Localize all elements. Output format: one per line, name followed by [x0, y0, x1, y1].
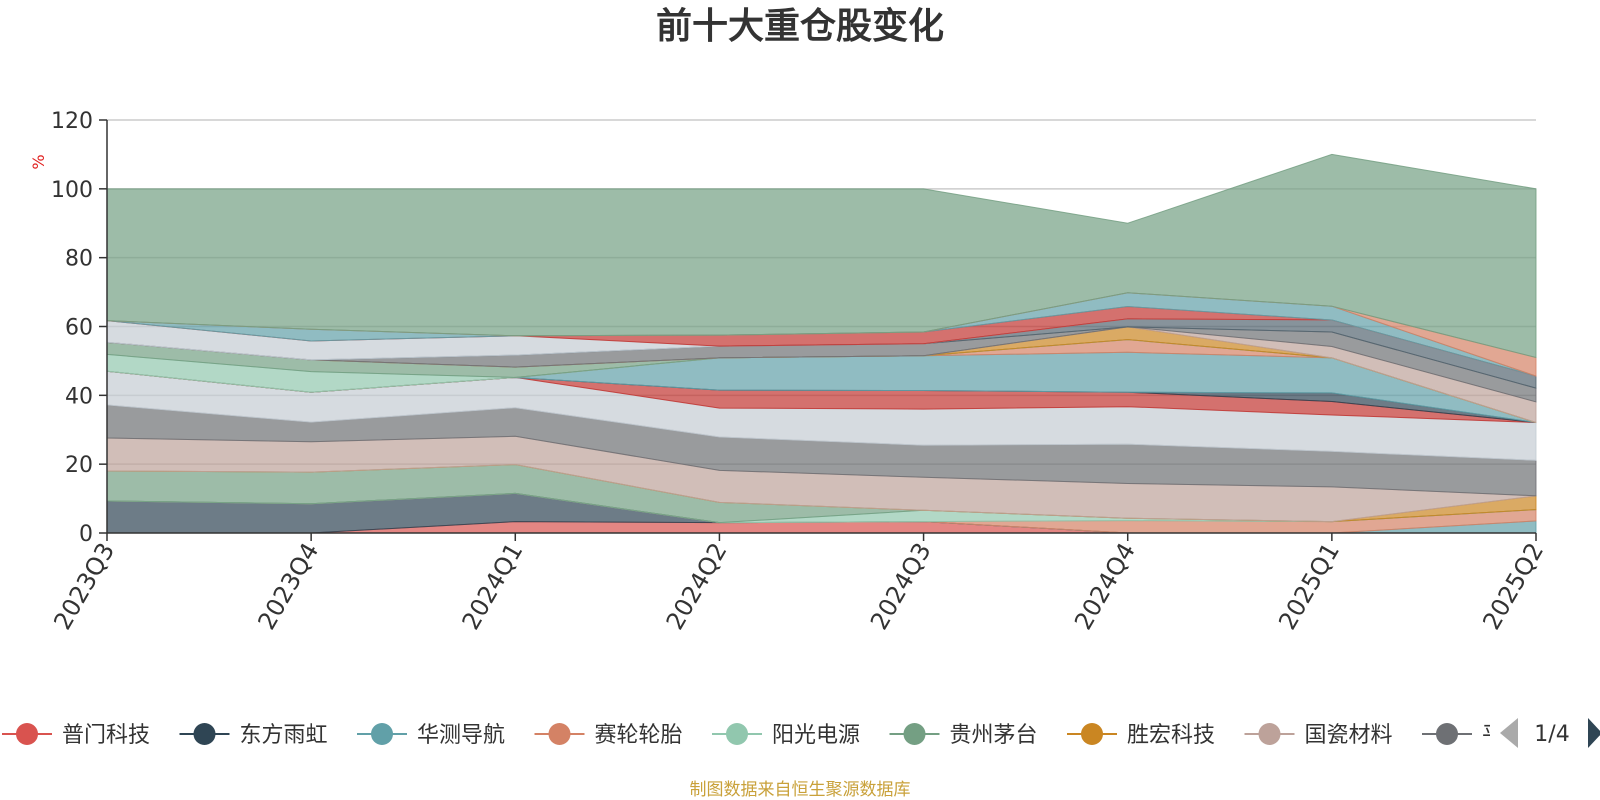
legend-item-6[interactable]: 胜宏科技: [1067, 723, 1215, 748]
legend-label: 国瓷材料: [1305, 723, 1393, 748]
y-axis-unit: %: [29, 154, 48, 169]
legend-item-1[interactable]: 东方雨虹: [179, 723, 328, 748]
legend-label: 赛轮轮胎: [595, 723, 683, 748]
legend-item-5[interactable]: 贵州茅台: [889, 723, 1038, 748]
source-note: 制图数据来自恒生聚源数据库: [690, 780, 911, 800]
legend-marker: [371, 723, 393, 745]
legend-label: 平安银行: [1482, 723, 1570, 748]
y-tick-label: 0: [79, 522, 93, 547]
y-tick-label: 20: [65, 453, 93, 478]
legend-label: 东方雨虹: [240, 723, 328, 748]
x-tick-label: 2024Q2: [661, 538, 733, 634]
area-layer: [106, 153, 1537, 534]
y-tick-label: 60: [65, 316, 93, 341]
legend-marker: [1081, 723, 1103, 745]
legend-label: 华测导航: [417, 723, 505, 748]
chart-title: 前十大重仓股变化: [656, 5, 944, 47]
legend-label: 贵州茅台: [950, 723, 1038, 748]
legend-marker: [726, 723, 748, 745]
pager-prev-icon[interactable]: [1500, 718, 1518, 748]
x-tick-label: 2024Q3: [865, 538, 937, 634]
pager-next-icon[interactable]: [1588, 718, 1600, 748]
legend-item-0[interactable]: 普门科技: [2, 723, 150, 748]
y-tick-label: 80: [65, 247, 93, 272]
x-tick-label: 2025Q2: [1477, 538, 1549, 634]
pager-text: 1/4: [1534, 722, 1569, 747]
legend-label: 普门科技: [62, 723, 150, 748]
legend-marker: [193, 723, 216, 745]
x-tick-label: 2023Q4: [252, 538, 324, 634]
x-tick-label: 2024Q4: [1069, 538, 1141, 634]
y-tick-label: 40: [65, 384, 93, 409]
legend-label: 胜宏科技: [1127, 723, 1215, 748]
legend-marker: [548, 723, 571, 745]
y-tick-label: 100: [51, 178, 93, 203]
legend-label: 阳光电源: [772, 723, 860, 748]
legend[interactable]: 普门科技 东方雨虹 华测导航 赛轮轮胎 阳光电源 贵州茅台 胜宏科技 国瓷材料 平安银行: [2, 723, 1570, 748]
legend-item-7[interactable]: 国瓷材料: [1244, 723, 1393, 748]
x-tick-label: 2024Q1: [457, 538, 529, 634]
x-tick-label: 2025Q1: [1273, 538, 1345, 634]
legend-marker: [16, 723, 38, 745]
legend-pager[interactable]: 1/4: [1500, 718, 1600, 748]
legend-marker: [1258, 723, 1281, 745]
x-tick-label: 2023Q3: [48, 538, 120, 634]
legend-marker: [1436, 723, 1458, 745]
legend-marker: [903, 723, 926, 745]
legend-item-2[interactable]: 华测导航: [357, 723, 505, 748]
y-tick-label: 120: [51, 109, 93, 134]
legend-item-4[interactable]: 阳光电源: [712, 723, 860, 748]
legend-item-8[interactable]: 平安银行: [1422, 723, 1570, 748]
legend-items[interactable]: 普门科技 东方雨虹 华测导航 赛轮轮胎 阳光电源 贵州茅台 胜宏科技 国瓷材料 平安银行: [2, 723, 1570, 748]
legend-item-3[interactable]: 赛轮轮胎: [534, 723, 683, 748]
area-series-24[interactable]: [106, 153, 1537, 359]
